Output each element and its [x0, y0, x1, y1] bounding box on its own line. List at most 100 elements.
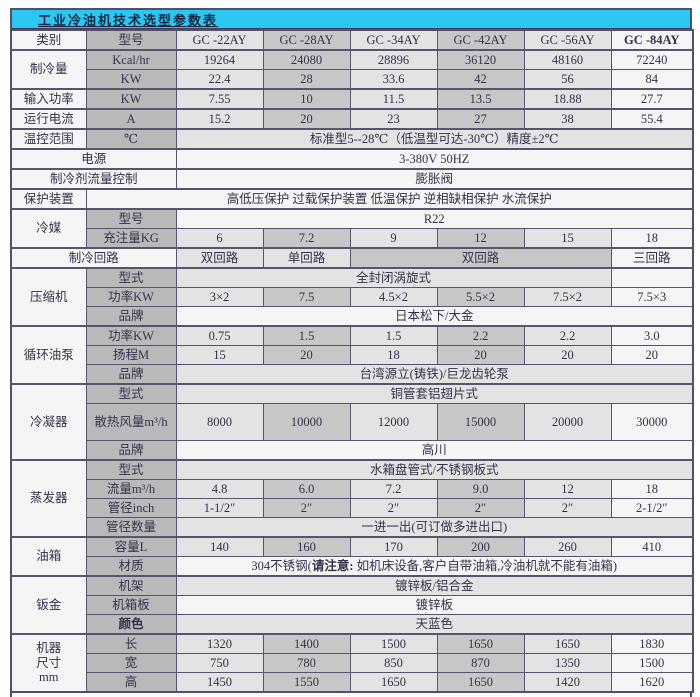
- column-header-cell: GC -56AY: [523, 29, 612, 51]
- value-cell: 1-1/2″: [175, 498, 264, 518]
- value-cell: 1500: [349, 633, 438, 654]
- value-cell: 1350: [523, 653, 612, 673]
- value-cell: 1620: [610, 672, 694, 693]
- value-cell: [610, 267, 694, 288]
- value-cell: 10000: [262, 403, 351, 441]
- spec-table-container: 工业冷油机技术选型参数表 类别 型号 GC -22AY GC -28AY GC -34A…: [10, 8, 694, 697]
- value-cell: 18: [349, 345, 438, 365]
- value-cell: 20: [523, 345, 612, 365]
- value-cell: 4.5×2: [349, 287, 438, 307]
- category-cell: 压缩机: [10, 267, 87, 327]
- value-cell: 20: [262, 345, 351, 365]
- table-title: 工业冷油机技术选型参数表: [38, 12, 219, 28]
- value-cell: 6.0: [262, 479, 351, 499]
- table-title-bar: 工业冷油机技术选型参数表: [10, 8, 692, 29]
- value-cell: 2-1/2″: [610, 498, 694, 518]
- value-cell: 55.4: [610, 108, 694, 130]
- merged-value-cell: 镀锌板: [175, 595, 694, 615]
- category-cell: 冷凝器: [10, 383, 87, 461]
- value-cell: 4.8: [175, 479, 264, 499]
- merged-value-cell: 铜管套铝翅片式: [175, 383, 694, 404]
- value-cell: 27: [436, 108, 525, 130]
- column-header-cell: GC -28AY: [262, 29, 351, 51]
- category-cell: 蒸发器: [10, 459, 87, 538]
- value-cell: 温控范围: [10, 128, 87, 150]
- value-cell: 6: [175, 228, 264, 249]
- merged-value-cell: 日本松下/大金: [175, 306, 694, 327]
- value-cell: 18: [610, 228, 694, 249]
- value-cell: 36120: [436, 49, 525, 70]
- value-cell: 20: [262, 108, 351, 130]
- value-cell: 1830: [610, 633, 694, 654]
- column-header-cell: 型号: [85, 29, 177, 51]
- value-cell: 2″: [349, 498, 438, 518]
- row-label-cell: 扬程M: [85, 345, 177, 365]
- value-cell: 28: [262, 69, 351, 90]
- row-label-cell: 宽: [85, 653, 177, 673]
- row-label-cell: 管径inch: [85, 498, 177, 518]
- value-cell: 1420: [523, 672, 612, 693]
- value-cell: 输入功率: [10, 88, 87, 110]
- value-cell: 140: [175, 536, 264, 557]
- merged-value-cell: 高低压保护 过载保护装置 低温保护 逆相缺相保护 水流保护: [85, 188, 694, 210]
- row-label-cell: Kcal/hr: [85, 49, 177, 70]
- value-cell: 28896: [349, 49, 438, 70]
- row-label-cell: 品牌: [85, 364, 177, 385]
- value-cell: 3.0: [610, 325, 694, 346]
- value-cell: 1550: [262, 672, 351, 693]
- column-header-cell: 类别: [10, 29, 87, 51]
- category-cell: 冷媒: [10, 208, 87, 249]
- category-cell: 制冷量: [10, 49, 87, 90]
- row-label-cell: 品牌: [85, 306, 177, 327]
- value-cell: 170: [349, 536, 438, 557]
- merged-value-cell: 高川: [175, 440, 694, 461]
- value-cell: 84: [610, 69, 694, 90]
- value-cell: 2″: [262, 498, 351, 518]
- value-cell: 1400: [262, 633, 351, 654]
- value-cell: 7.5×3: [610, 287, 694, 307]
- category-cell: 制冷回路: [10, 247, 177, 269]
- value-cell: 48160: [523, 49, 612, 70]
- value-cell: 1450: [175, 672, 264, 693]
- value-cell: 0.75: [175, 325, 264, 346]
- value-cell: 15000: [436, 403, 525, 441]
- value-cell: 7.2: [349, 479, 438, 499]
- row-label-cell: 品牌: [85, 440, 177, 461]
- spec-table: 类别 型号 GC -22AY GC -28AY GC -34AY GC -42AY GC -…: [10, 29, 694, 693]
- row-label-cell: 高: [85, 672, 177, 693]
- value-cell: 2.2: [523, 325, 612, 346]
- row-label-cell: KW: [85, 88, 177, 110]
- row-label-cell: 充注量KG: [85, 228, 177, 249]
- value-cell: 15: [175, 345, 264, 365]
- value-cell: 56: [523, 69, 612, 90]
- value-cell: 33.6: [349, 69, 438, 90]
- category-cell: 制冷剂流量控制: [10, 168, 177, 190]
- value-cell: 保护装置: [10, 188, 87, 210]
- row-label-cell: 功率KW: [85, 287, 177, 307]
- value-cell: 38: [523, 108, 612, 130]
- category-cell: 循环油泵: [10, 325, 87, 385]
- row-label-cell: ℃: [85, 128, 177, 150]
- value-cell: 8000: [175, 403, 264, 441]
- value-cell: 18.88: [523, 88, 612, 110]
- value-cell: 72240: [610, 49, 694, 70]
- value-cell: 1500: [610, 653, 694, 673]
- value-cell: 12: [436, 228, 525, 249]
- row-label-cell: 颜色: [85, 614, 177, 635]
- value-cell: 1650: [349, 672, 438, 693]
- cutoff-next-row: [10, 693, 692, 697]
- value-cell: 9: [349, 228, 438, 249]
- value-cell: 870: [436, 653, 525, 673]
- row-label-cell: 型式: [85, 267, 177, 288]
- value-cell: 780: [262, 653, 351, 673]
- value-cell: 30000: [610, 403, 694, 441]
- value-cell: 42: [436, 69, 525, 90]
- value-cell: 19264: [175, 49, 264, 70]
- column-header-cell: GC -22AY: [175, 29, 264, 51]
- merged-value-cell: 镀锌板/铝合金: [175, 575, 694, 596]
- merged-value-cell: 一进一出(可订做多进出口): [175, 517, 694, 538]
- column-header-cell: GC -42AY: [436, 29, 525, 51]
- value-cell: 22.4: [175, 69, 264, 90]
- value-cell: 双回路: [175, 247, 264, 269]
- value-cell: 1650: [436, 633, 525, 654]
